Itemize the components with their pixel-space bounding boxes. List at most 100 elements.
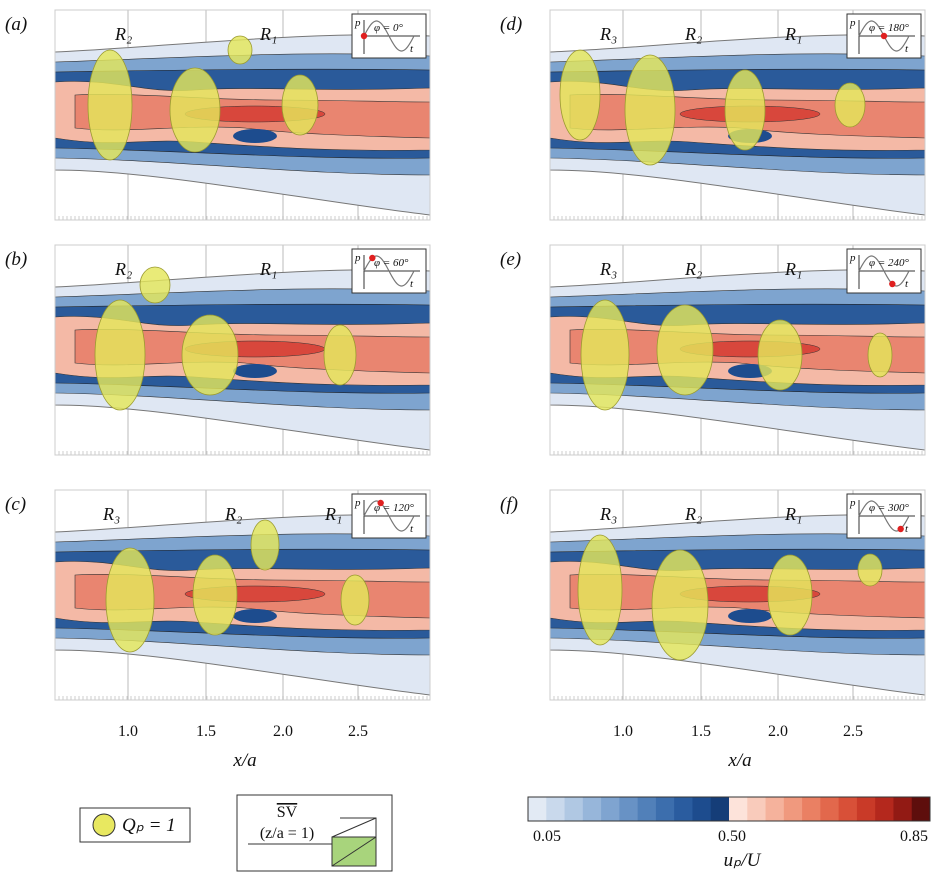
vortex-isosurface [140,267,170,303]
vortex-isosurface [560,50,600,140]
phase-dot [361,33,367,39]
vortex-isosurface [341,575,369,625]
x-tick-label: 1.0 [613,723,633,740]
vortex-isosurface [324,325,356,385]
colorbar-segment [912,797,931,821]
x-axis-label: x/a [232,750,256,771]
region-label: R₃ [102,504,120,524]
colorbar-segment [802,797,821,821]
panel-label: (c) [5,494,26,515]
panel: (d)R₃R₂R₁ptφ = 180° [500,10,925,220]
panel-label: (b) [5,249,27,270]
x-tick-label: 2.5 [843,723,863,740]
colorbar-tick: 0.85 [900,828,928,845]
panel: (b) R₂ R₁ ptφ = 60° [5,245,430,455]
phase-dot [889,281,895,287]
colorbar-segment [875,797,894,821]
panel: (c) R₃ R₂ R₁ ptφ = 120° [5,490,430,700]
colorbar-segment [674,797,693,821]
colorbar-tick: 0.05 [533,828,561,845]
region-label: R₃ [599,259,617,279]
colorbar-segment [546,797,565,821]
phase-label: φ = 0° [374,22,404,34]
region-label: R₂ [684,504,702,524]
region-label: R₁ [324,504,342,524]
vortex-isosurface [868,333,892,377]
colorbar-segment [692,797,711,821]
phase-inset: ptφ = 60° [352,249,426,293]
region-label: R₁ [784,259,802,279]
region-label: R₁ [784,504,802,524]
vortex-isosurface [182,315,238,395]
x-tick-label: 1.5 [196,723,216,740]
region-label: R₃ [599,24,617,44]
inset-y: p [849,497,856,509]
colorbar-segment [711,797,730,821]
phase-label: φ = 240° [869,257,910,269]
figure: (a) R₂ R₁ ptφ = 0° (b) R₂ R₁ ptφ = 60° (c) R₃ R₂ R₁… [0,0,941,883]
colorbar-segment [839,797,858,821]
inset-y: p [354,497,361,509]
vortex-isosurface [88,50,132,160]
blue-pocket [233,129,277,143]
colorbar: 0.05 0.50 0.85 [528,797,931,845]
colorbar-segment [638,797,657,821]
phase-inset: ptφ = 240° [847,249,921,293]
vortex-isosurface [106,548,154,652]
vortex-isosurface [282,75,318,135]
colorbar-segment [747,797,766,821]
vortex-isosurface [95,300,145,410]
colorbar-segment [820,797,839,821]
blue-pocket [233,364,277,378]
colorbar-label: uₚ/U [724,850,762,871]
vortex-isosurface [725,70,765,150]
vortex-isosurface [193,555,237,635]
vortex-isosurface [625,55,675,165]
legend-text: Qₚ = 1 [122,815,176,836]
x-tick-label: 1.0 [118,723,138,740]
vortex-isosurface [251,520,279,570]
vortex-isosurface [835,83,865,127]
legend-swatch [93,814,115,836]
x-tick-label: 2.5 [348,723,368,740]
colorbar-segment [784,797,803,821]
panels: (a) R₂ R₁ ptφ = 0° (b) R₂ R₁ ptφ = 60° (c) R₃ R₂ R₁… [5,10,925,700]
colorbar-segment [857,797,876,821]
x-axis-label: x/a [727,750,751,771]
vortex-isosurface [657,305,713,395]
panel-label: (a) [5,14,27,35]
region-label: R₂ [114,259,132,279]
region-label: R₂ [114,24,132,44]
vortex-isosurface [758,320,802,390]
panel-label: (f) [500,494,518,515]
colorbar-tick: 0.50 [718,828,746,845]
inset-y: p [354,252,361,264]
colorbar-segment [766,797,785,821]
panel-label: (d) [500,14,522,35]
region-label: R₂ [684,24,702,44]
x-tick-label: 2.0 [273,723,293,740]
view-note: (z/a = 1) [260,825,314,842]
phase-dot [897,526,903,532]
vortex-isosurface [578,535,622,645]
blue-pocket [233,609,277,623]
panel-label: (e) [500,249,521,270]
phase-inset: ptφ = 180° [847,14,921,58]
colorbar-segment [893,797,912,821]
phase-inset: ptφ = 120° [352,494,426,538]
phase-label: φ = 60° [374,257,409,269]
view-legend: SV (z/a = 1) [237,795,392,871]
phase-inset: ptφ = 0° [352,14,426,58]
region-label: R₁ [259,259,277,279]
x-tick-label: 2.0 [768,723,788,740]
phase-inset: ptφ = 300° [847,494,921,538]
region-label: R₂ [224,504,242,524]
inset-y: p [849,252,856,264]
vortex-isosurface [581,300,629,410]
phase-label: φ = 180° [869,22,910,34]
vortex-isosurface [228,36,252,64]
colorbar-segment [729,797,748,821]
